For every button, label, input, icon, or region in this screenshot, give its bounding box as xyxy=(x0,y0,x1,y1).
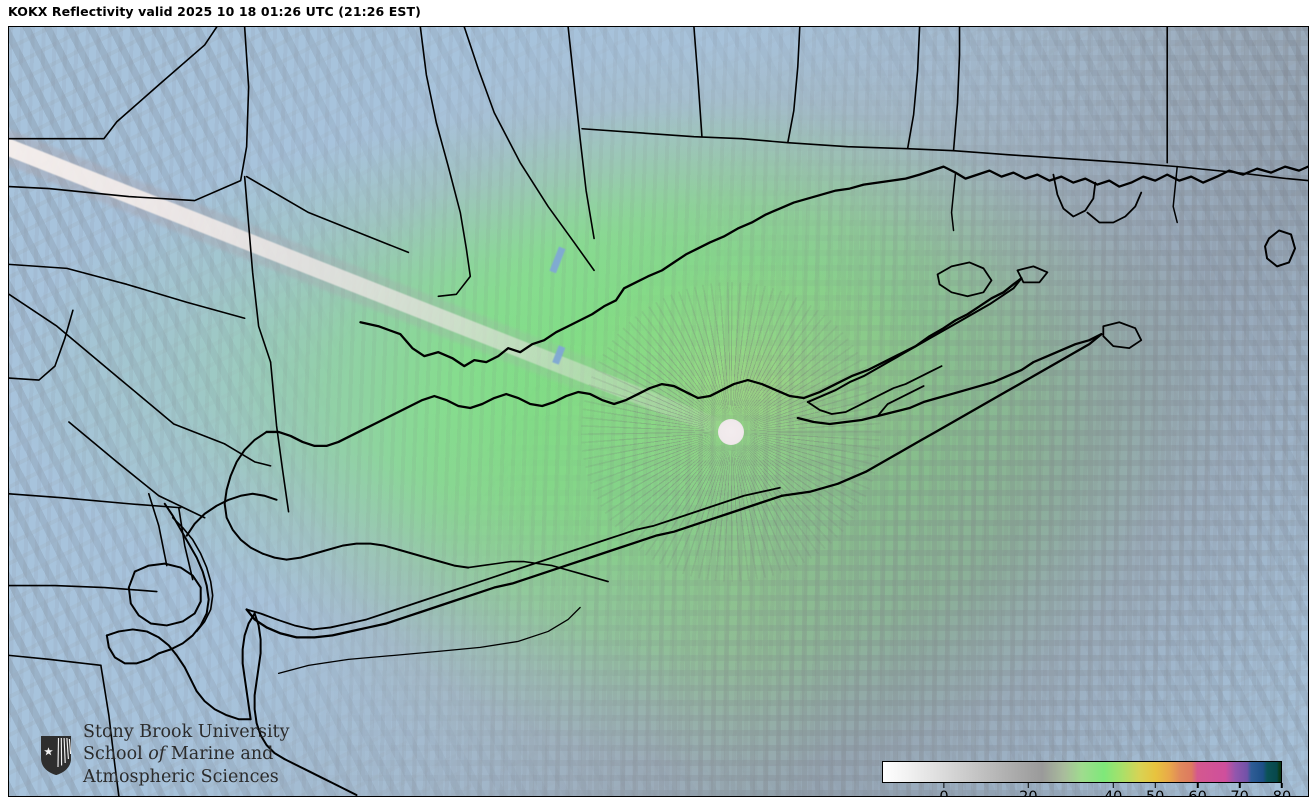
coastline-hudson-east xyxy=(185,492,278,537)
stony-brook-shield-icon xyxy=(41,735,72,775)
logo-line-2: School of Marine and xyxy=(83,743,289,765)
map-vector-overlay xyxy=(9,27,1308,796)
logo-line-1: Stony Brook University xyxy=(83,722,290,742)
offshore-contour xyxy=(277,606,581,674)
coastline-south-shore-east xyxy=(780,333,1103,497)
county-boundary xyxy=(693,27,703,138)
county-boundary xyxy=(906,27,961,152)
county-boundary xyxy=(952,149,1179,168)
peconic-bay-outline xyxy=(876,385,925,417)
coastline-sandy-hook xyxy=(241,612,256,721)
shelter-island-outline xyxy=(936,261,993,298)
county-boundary xyxy=(9,492,182,509)
coastline-south-fork xyxy=(796,333,1103,426)
coastline-hudson-west xyxy=(157,502,210,655)
page-title: KOKX Reflectivity valid 2025 10 18 01:26… xyxy=(8,4,421,19)
tick-label: 80 xyxy=(1272,789,1292,797)
county-boundary xyxy=(243,175,272,363)
coastline-north-fork xyxy=(802,277,1023,400)
island-outline xyxy=(1264,229,1297,268)
radar-site-cone-of-silence xyxy=(718,419,745,446)
county-boundary xyxy=(223,443,272,467)
tick-mark xyxy=(1281,783,1283,788)
coastline-jamaica-bay xyxy=(285,542,470,569)
island-outline xyxy=(1016,265,1049,284)
county-boundary xyxy=(9,27,218,140)
county-boundary xyxy=(147,492,168,567)
colorbar-tick-70: 70 xyxy=(1230,783,1249,797)
county-boundary xyxy=(9,263,246,320)
peconic-bay-outline xyxy=(806,365,943,415)
county-boundary xyxy=(68,421,206,519)
coastline-raritan-bay xyxy=(105,628,252,721)
great-south-bay-outline xyxy=(245,486,781,631)
coastline-north-fork-south xyxy=(806,277,1023,404)
colorbar-tick-60: 60 xyxy=(1188,783,1207,797)
tick-label: 50 xyxy=(1145,789,1165,797)
stony-brook-logo: Stony Brook University School of Marine … xyxy=(39,721,289,788)
logo-text-block: Stony Brook University School of Marine … xyxy=(83,721,289,788)
county-boundary xyxy=(9,27,250,202)
coastline xyxy=(359,165,1308,368)
coastline-inlet xyxy=(1086,191,1143,224)
county-boundary xyxy=(1176,165,1308,182)
colorbar-tick-0: 0 xyxy=(939,783,949,797)
bay-interior-line xyxy=(467,560,609,583)
county-boundary xyxy=(567,27,595,240)
coastline-inlet xyxy=(1052,173,1097,218)
radar-map-frame[interactable]: Stony Brook University School of Marine … xyxy=(8,26,1309,797)
county-boundary xyxy=(9,584,158,593)
reflectivity-colorbar[interactable]: 0 20 40 50 60 70 80 xyxy=(874,753,1291,797)
colorbar-gradient xyxy=(882,761,1282,783)
county-boundary xyxy=(100,664,120,796)
colorbar-tick-80: 80 xyxy=(1272,783,1292,797)
tick-label: 60 xyxy=(1188,789,1207,797)
county-boundary xyxy=(419,27,472,298)
county-boundary xyxy=(269,361,290,513)
county-boundary xyxy=(9,293,226,445)
county-boundary xyxy=(463,27,595,272)
coastline-nj-shore xyxy=(253,612,286,761)
county-boundary xyxy=(581,127,743,140)
tick-mark xyxy=(943,783,945,788)
county-boundary xyxy=(741,27,801,144)
tick-mark xyxy=(1196,783,1199,788)
county-boundary xyxy=(177,506,194,581)
coastline-nj-shore-south xyxy=(283,758,358,796)
island-outline xyxy=(1102,321,1143,350)
county-boundary xyxy=(787,27,921,150)
colorbar-tick-20: 20 xyxy=(1019,783,1038,797)
colorbar-tick-group: 0 20 40 50 60 70 80 xyxy=(882,783,1291,797)
coastline-north-shore xyxy=(265,378,805,448)
tick-label: 40 xyxy=(1103,789,1123,797)
county-boundary xyxy=(245,175,410,254)
colorbar-tick-50: 50 xyxy=(1145,783,1165,797)
colorbar-tick-40: 40 xyxy=(1103,783,1123,797)
state-boundary xyxy=(9,309,74,381)
logo-line-3: Atmospheric Sciences xyxy=(83,766,279,787)
tick-mark xyxy=(1154,783,1156,788)
logo-line-2-post: Marine and xyxy=(165,744,274,765)
county-boundary xyxy=(9,654,102,667)
river-line xyxy=(1172,165,1178,224)
coastline-harbor xyxy=(105,634,160,665)
radar-map-canvas[interactable] xyxy=(9,27,1308,796)
logo-line-2-em: of xyxy=(148,744,166,765)
river-line xyxy=(950,171,957,232)
tick-mark xyxy=(1112,783,1114,788)
tick-mark xyxy=(1238,783,1241,788)
logo-line-2-pre: School xyxy=(83,744,149,765)
tick-label: 20 xyxy=(1019,789,1038,797)
tick-mark xyxy=(1027,783,1030,788)
coastline-nyc-queens xyxy=(223,430,288,561)
hudson-river-line xyxy=(171,516,214,633)
staten-island-outline xyxy=(127,562,202,627)
coastline-barrier-islands xyxy=(245,494,783,639)
tick-label: 0 xyxy=(939,789,949,797)
tick-label: 70 xyxy=(1230,789,1249,797)
